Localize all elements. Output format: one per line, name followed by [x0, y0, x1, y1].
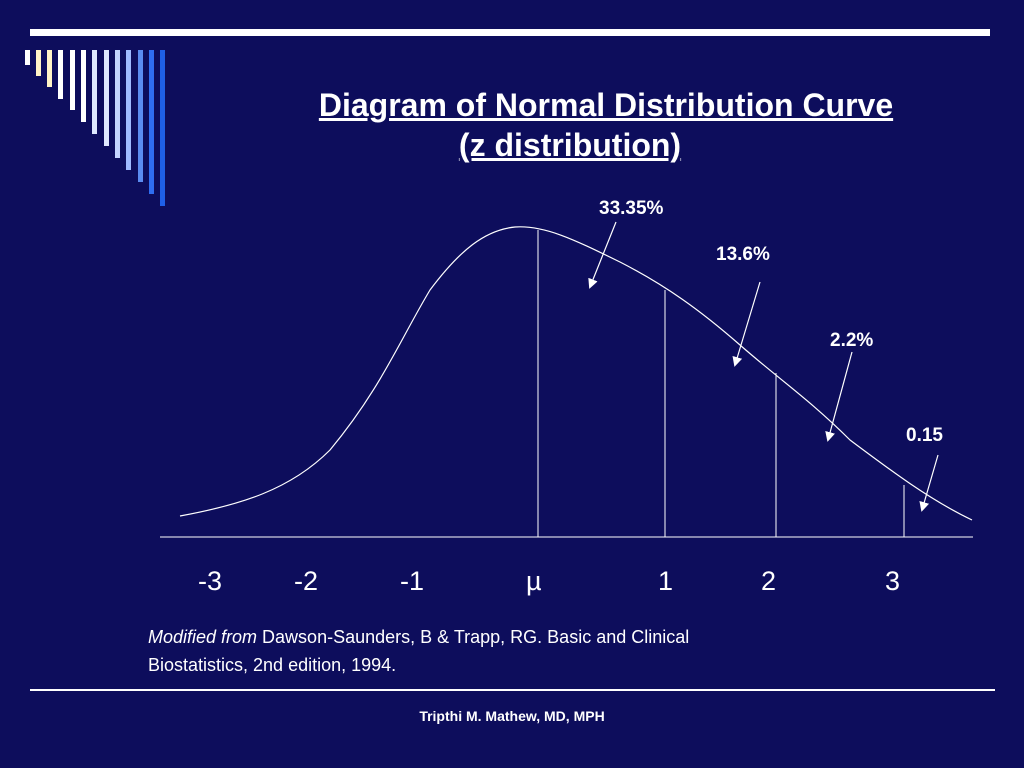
- citation-line-2: Biostatistics, 2nd edition, 1994.: [148, 655, 397, 675]
- arrow-2: [825, 351, 853, 442]
- decorative-bar: [160, 50, 165, 206]
- top-rule: [30, 29, 990, 36]
- percent-label: 0.15: [906, 425, 943, 446]
- axis-label: -1: [400, 566, 425, 596]
- decorative-bar: [149, 50, 154, 194]
- decorative-bar: [138, 50, 143, 182]
- arrow-33: [588, 221, 617, 289]
- arrow-13: [732, 281, 761, 367]
- decorative-bar: [58, 50, 63, 99]
- axis-label: 2: [761, 566, 777, 596]
- axis-label: 3: [885, 566, 901, 596]
- decorative-bars: [25, 50, 165, 206]
- decorative-bar: [104, 50, 109, 146]
- author-footer: Tripthi M. Mathew, MD, MPH: [419, 708, 605, 724]
- axis-label: -2: [294, 566, 319, 596]
- citation: Modified from Dawson-Saunders, B & Trapp…: [148, 623, 868, 679]
- decorative-bar: [36, 50, 41, 76]
- citation-line-1: Dawson-Saunders, B & Trapp, RG. Basic an…: [257, 627, 690, 647]
- title-line-1: Diagram of Normal Distribution Curve: [318, 87, 894, 123]
- decorative-bar: [81, 50, 86, 122]
- axis-label: -3: [198, 566, 223, 596]
- axis-label: 1: [658, 566, 674, 596]
- percent-label: 33.35%: [599, 198, 664, 219]
- decorative-bar: [126, 50, 131, 170]
- slide-title: Diagram of Normal Distribution Curve (z …: [150, 85, 990, 165]
- distribution-curve: [179, 226, 973, 521]
- axis-label: µ: [526, 566, 542, 596]
- percent-label: 2.2%: [830, 330, 874, 351]
- percent-label: 13.6%: [716, 244, 770, 265]
- decorative-bar: [47, 50, 52, 87]
- bottom-rule: [30, 689, 995, 691]
- decorative-bar: [70, 50, 75, 110]
- citation-italic: Modified from: [148, 627, 258, 647]
- decorative-bar: [92, 50, 97, 134]
- arrow-015: [919, 454, 939, 512]
- title-line-2: (z distribution): [458, 127, 682, 163]
- decorative-bar: [25, 50, 30, 65]
- decorative-bar: [115, 50, 120, 158]
